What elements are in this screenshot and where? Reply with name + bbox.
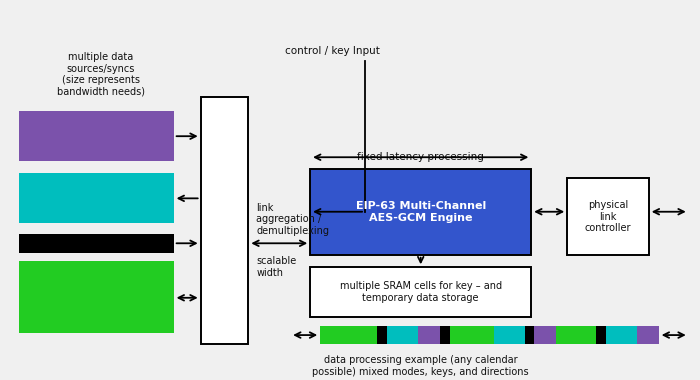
Bar [320, 326, 377, 344]
Bar [20, 111, 174, 161]
Text: link
aggregation /
demultiplexing: link aggregation / demultiplexing [256, 203, 330, 236]
Text: multiple SRAM cells for key – and
temporary data storage: multiple SRAM cells for key – and tempor… [340, 281, 502, 303]
Bar [20, 234, 174, 253]
Bar [418, 326, 440, 344]
Bar [20, 174, 174, 223]
Text: physical
link
controller: physical link controller [584, 200, 631, 233]
Bar [494, 326, 525, 344]
Bar [387, 326, 418, 344]
Bar [534, 326, 556, 344]
Bar [377, 326, 387, 344]
Text: fixed latency processing: fixed latency processing [357, 152, 484, 162]
Bar [20, 261, 174, 333]
Bar [450, 326, 494, 344]
Bar [310, 169, 531, 255]
Bar [567, 178, 649, 255]
Text: data processing example (any calendar
possible) mixed modes, keys, and direction: data processing example (any calendar po… [312, 355, 529, 377]
Text: scalable
width: scalable width [256, 256, 297, 278]
Bar [606, 326, 637, 344]
Text: control / key Input: control / key Input [286, 46, 380, 56]
Bar [525, 326, 534, 344]
Bar [310, 267, 531, 317]
Bar [440, 326, 450, 344]
Text: EIP-63 Multi-Channel
AES-GCM Engine: EIP-63 Multi-Channel AES-GCM Engine [356, 201, 486, 223]
Bar [596, 326, 606, 344]
Text: multiple data
sources/syncs
(size represents
bandwidth needs): multiple data sources/syncs (size repres… [57, 52, 145, 97]
Bar [201, 97, 248, 344]
Bar [556, 326, 596, 344]
Bar [637, 326, 659, 344]
